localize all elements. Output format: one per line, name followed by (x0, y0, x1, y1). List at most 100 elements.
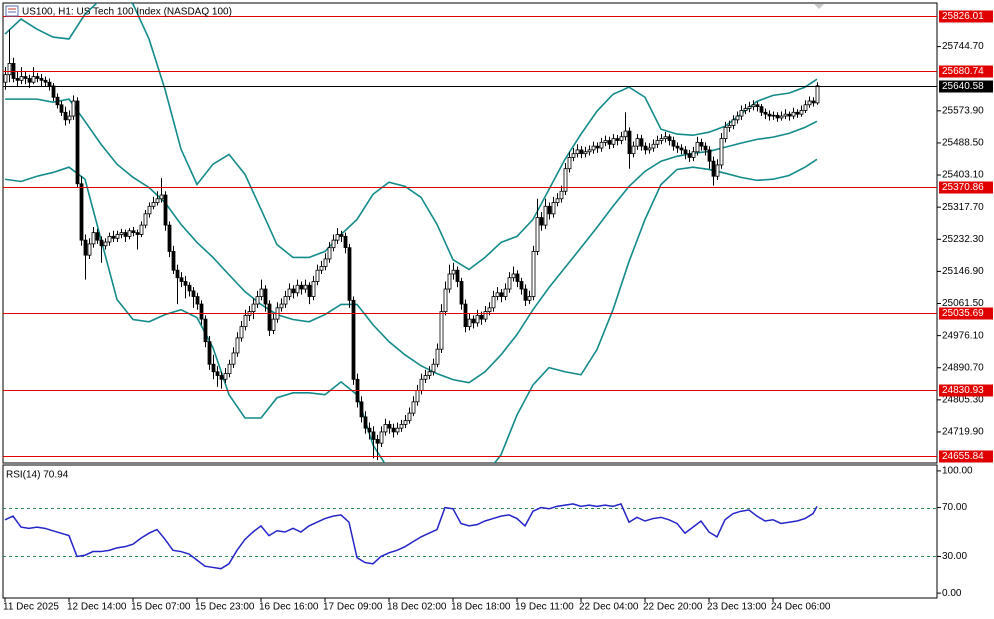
candle-body (135, 232, 140, 235)
x-tick-label: 22 Dec 20:00 (643, 602, 703, 613)
candle-body (527, 296, 532, 301)
main-plot (3, 3, 937, 463)
candle-body (7, 63, 12, 76)
candle-body (727, 125, 732, 128)
candle-body (315, 269, 320, 282)
candle-body (171, 251, 176, 271)
candle-body (179, 277, 184, 282)
candle-body (151, 202, 156, 207)
x-tick-label: 24 Dec 06:00 (771, 602, 831, 613)
candle-body (703, 145, 708, 151)
candle-body (695, 141, 700, 153)
candle-body (767, 113, 772, 117)
candle-body (759, 106, 764, 113)
candle-body (399, 423, 404, 429)
candle-body (539, 217, 544, 226)
candle-body (567, 157, 572, 170)
candle-body (627, 130, 632, 155)
candle-body (595, 145, 600, 149)
candle-body (531, 251, 536, 297)
x-tick-label: 15 Dec 23:00 (195, 602, 255, 613)
candle-body (591, 145, 596, 151)
candle-body (559, 190, 564, 200)
candle-body (543, 205, 548, 226)
candle-body (259, 288, 264, 297)
candle-body (63, 111, 68, 121)
candle-body (555, 198, 560, 203)
candle-body (667, 136, 672, 141)
candle-body (51, 85, 56, 98)
candle-body (15, 78, 20, 81)
x-tick-label: 18 Dec 02:00 (387, 602, 447, 613)
candle-body (71, 100, 76, 117)
candle-body (143, 213, 148, 226)
level-label: 25826.01 (942, 11, 984, 22)
candle-body (191, 290, 196, 297)
candle-body (535, 217, 540, 252)
x-tick-label: 12 Dec 14:00 (67, 602, 127, 613)
candle-body (19, 76, 24, 81)
y-tick-label: 24805.30 (942, 394, 984, 405)
rsi-plot (3, 502, 937, 570)
candle-body (347, 247, 352, 301)
candle-body (551, 202, 556, 215)
rsi-title: RSI(14) 70.94 (6, 470, 69, 481)
candle-body (271, 318, 276, 331)
candle-body (195, 296, 200, 305)
candle-body (599, 141, 604, 149)
candle-body (643, 145, 648, 151)
y-tick-label: 25403.10 (942, 170, 984, 181)
candle-body (283, 296, 288, 305)
candle-body (439, 311, 444, 350)
candle-body (3, 74, 8, 83)
candle-body (239, 326, 244, 339)
candle-body (779, 115, 784, 119)
candle-body (391, 427, 396, 433)
candle-body (499, 292, 504, 297)
candle-body (167, 224, 172, 252)
candle-body (219, 375, 224, 380)
candle-body (311, 281, 316, 297)
candle-body (483, 311, 488, 320)
candle-body (299, 284, 304, 290)
candle-body (183, 281, 188, 286)
candle-body (811, 100, 816, 104)
rsi-panel (2, 464, 938, 599)
x-tick-label: 19 Dec 11:00 (515, 602, 574, 613)
band-lower (4, 158, 818, 463)
candle-body (787, 113, 792, 117)
candle-body (339, 234, 344, 237)
candle-body (95, 232, 100, 241)
y-tick-label: 70.00 (942, 502, 967, 513)
candle-body (375, 439, 380, 444)
candle-body (227, 363, 232, 375)
candle-body (323, 258, 328, 267)
y-tick-label: 30.00 (942, 551, 967, 562)
candle-body (115, 234, 120, 239)
candle-body (295, 284, 300, 294)
candle-body (687, 153, 692, 158)
candle-body (27, 78, 32, 83)
candle-body (415, 390, 420, 403)
y-tick-label: 25232.30 (942, 234, 984, 245)
candle-body (491, 296, 496, 309)
candle-body (139, 224, 144, 235)
candle-body (623, 130, 628, 138)
shift-marker (814, 4, 824, 9)
level-label-box (939, 307, 993, 320)
candle-body (387, 423, 392, 429)
candle-body (99, 239, 104, 247)
y-tick-label: 100.00 (942, 466, 973, 477)
candle-body (743, 108, 748, 111)
candle-body (731, 119, 736, 126)
candle-body (635, 138, 640, 147)
candle-body (87, 243, 92, 256)
candle-body (647, 147, 652, 151)
candle-body (107, 235, 112, 243)
candle-body (723, 126, 728, 140)
candle-body (127, 230, 132, 237)
candle-body (463, 303, 468, 328)
candle-body (763, 111, 768, 115)
candle-body (487, 307, 492, 312)
